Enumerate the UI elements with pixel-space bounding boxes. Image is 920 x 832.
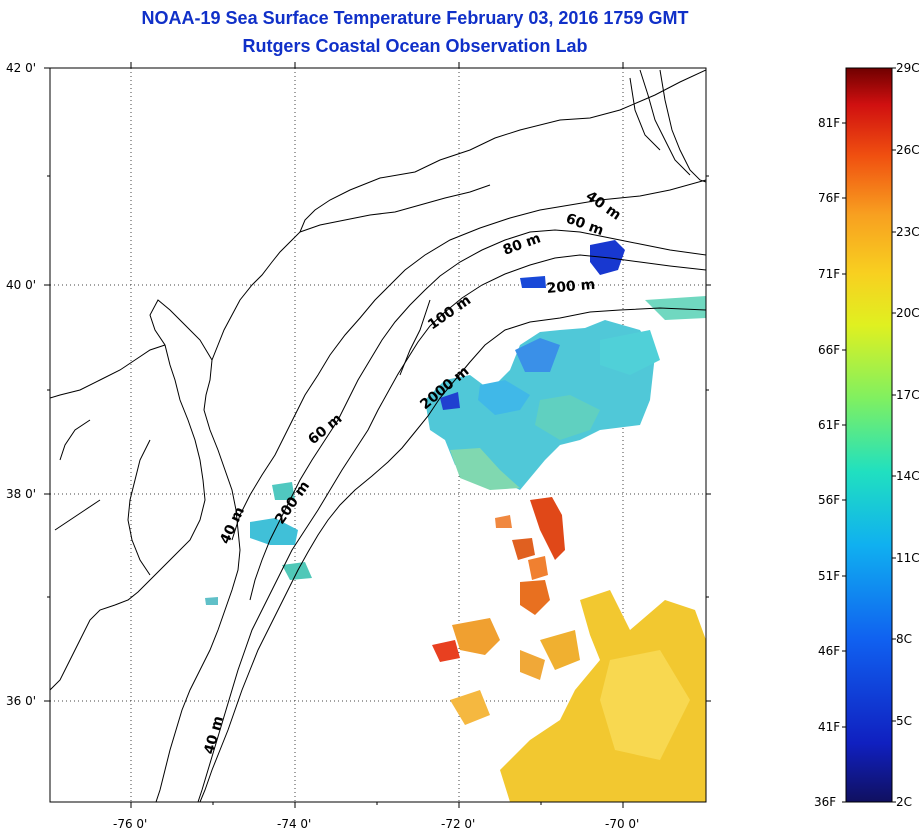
lat-label: 36 0' (6, 694, 37, 708)
axis-ticks (44, 62, 711, 808)
colorbar-celsius-label: 26C (896, 143, 920, 157)
colorbar (845, 67, 893, 803)
lon-label: -76 0' (113, 817, 148, 831)
colorbar-fahrenheit-label: 51F (818, 569, 841, 583)
colorbar-fahrenheit-label: 56F (818, 493, 841, 507)
lon-label: -74 0' (277, 817, 312, 831)
bathy-label: 200 m (546, 277, 596, 297)
bathymetry-contours (197, 179, 706, 802)
lat-label: 38 0' (6, 487, 37, 501)
sst-gulf-stream-patch (450, 590, 706, 802)
bathy-label: 100 m (425, 292, 474, 333)
colorbar-ticks (842, 67, 896, 803)
map-title: NOAA-19 Sea Surface Temperature February… (141, 8, 689, 28)
sst-warm-filaments (432, 497, 565, 662)
bathy-label: 60 m (305, 411, 345, 448)
colorbar-celsius-label: 8C (896, 632, 913, 646)
lat-label: 42 0' (6, 61, 37, 75)
bathy-label: 40 m (217, 505, 248, 547)
colorbar-fahrenheit-label: 41F (818, 720, 841, 734)
colorbar-fahrenheit-label: 66F (818, 343, 841, 357)
colorbar-fahrenheit-label: 81F (818, 116, 841, 130)
colorbar-celsius-label: 20C (896, 306, 920, 320)
lon-label: -72 0' (441, 817, 476, 831)
colorbar-celsius-label: 11C (896, 551, 920, 565)
sst-shelf-patch (425, 296, 706, 490)
colorbar-fahrenheit-label: 61F (818, 418, 841, 432)
colorbar-fahrenheit-label: 46F (818, 644, 841, 658)
colorbar-celsius-label: 2C (896, 795, 913, 809)
colorbar-fahrenheit-label: 76F (818, 191, 841, 205)
colorbar-fahrenheit-label: 36F (814, 795, 837, 809)
grid-lines (50, 68, 706, 802)
coastline (50, 69, 706, 802)
lon-label: -70 0' (605, 817, 640, 831)
colorbar-celsius-label: 14C (896, 469, 920, 483)
bathy-label: 40 m (201, 714, 227, 756)
bathy-label: 60 m (564, 211, 606, 239)
lat-label: 40 0' (6, 278, 37, 292)
map-subtitle: Rutgers Coastal Ocean Observation Lab (242, 36, 588, 56)
colorbar-celsius-label: 5C (896, 714, 913, 728)
colorbar-celsius-label: 23C (896, 225, 920, 239)
colorbar-celsius-label: 29C (896, 61, 920, 75)
colorbar-fahrenheit-label: 71F (818, 267, 841, 281)
colorbar-celsius-label: 17C (896, 388, 920, 402)
map-frame (49, 67, 707, 803)
